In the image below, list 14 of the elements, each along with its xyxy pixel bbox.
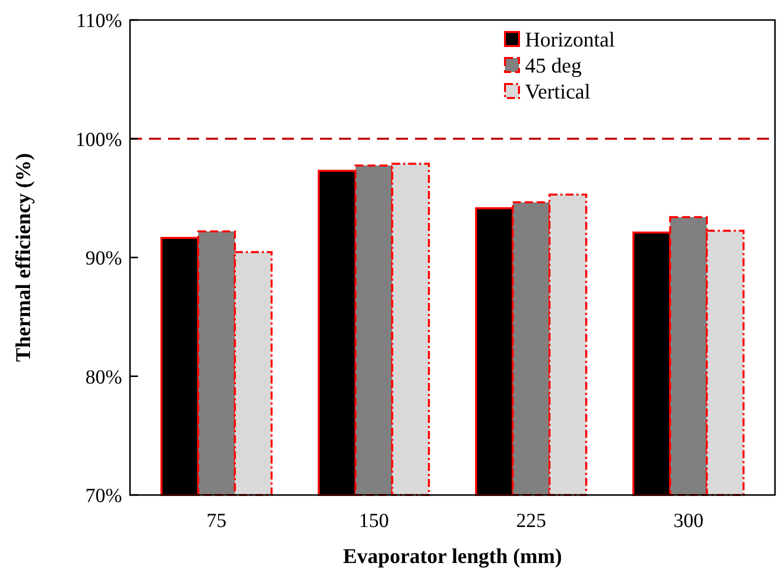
y-tick-label: 80%	[85, 366, 122, 388]
legend-label: Horizontal	[525, 27, 615, 52]
y-tick-label: 90%	[85, 248, 122, 270]
y-tick-label: 100%	[75, 128, 122, 151]
y-axis-title: Thermal efficiency (%)	[11, 153, 35, 362]
x-tick-label: 150	[358, 510, 389, 532]
legend-label: 45 deg	[525, 53, 582, 78]
x-tick-label: 225	[516, 510, 546, 532]
legend-label: Vertical	[525, 79, 590, 104]
x-tick-label: 300	[673, 510, 704, 532]
y-tick-label: 110%	[76, 10, 122, 32]
x-axis-title: Evaporator length (mm)	[343, 544, 562, 568]
y-tick-label: 70%	[85, 485, 122, 507]
x-tick-label: 75	[206, 510, 227, 532]
